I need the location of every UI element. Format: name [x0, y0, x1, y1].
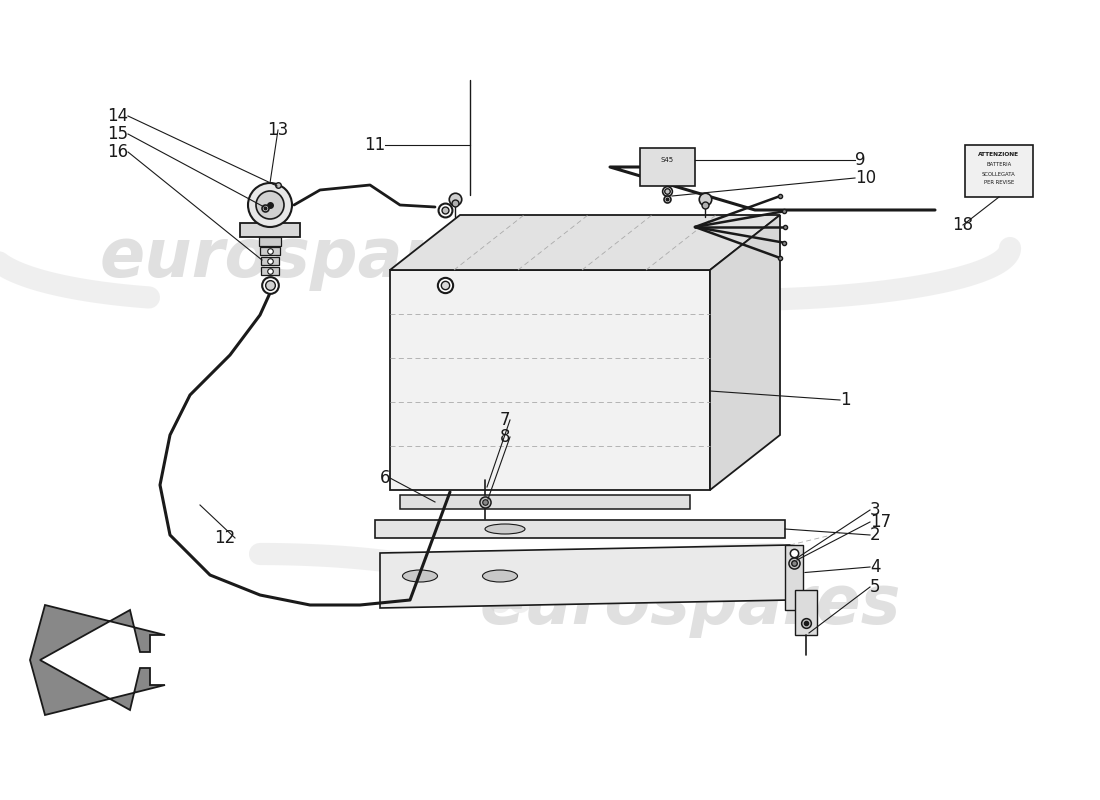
Text: BATTERIA: BATTERIA — [987, 162, 1012, 167]
Text: 17: 17 — [870, 513, 891, 531]
Polygon shape — [795, 590, 817, 635]
Polygon shape — [240, 223, 300, 237]
Text: 9: 9 — [855, 151, 866, 169]
Polygon shape — [785, 545, 803, 610]
Text: 8: 8 — [499, 428, 510, 446]
Polygon shape — [965, 145, 1033, 197]
Polygon shape — [258, 237, 280, 246]
Polygon shape — [710, 215, 780, 490]
Text: 1: 1 — [840, 391, 850, 409]
Text: 16: 16 — [107, 143, 128, 161]
Ellipse shape — [483, 570, 517, 582]
Text: 12: 12 — [213, 529, 235, 547]
Text: eurospares: eurospares — [480, 572, 901, 638]
Text: 4: 4 — [870, 558, 880, 576]
Text: 3: 3 — [870, 501, 881, 519]
Ellipse shape — [485, 524, 525, 534]
Polygon shape — [390, 270, 710, 490]
Polygon shape — [30, 605, 165, 715]
Text: 18: 18 — [953, 216, 974, 234]
Text: SCOLLEGATA: SCOLLEGATA — [982, 171, 1016, 177]
Text: 14: 14 — [107, 107, 128, 125]
Text: 11: 11 — [364, 136, 385, 154]
Polygon shape — [640, 148, 695, 186]
Polygon shape — [390, 215, 780, 270]
Text: 10: 10 — [855, 169, 876, 187]
Text: ATTENZIONE: ATTENZIONE — [978, 153, 1020, 158]
Text: 15: 15 — [107, 125, 128, 143]
Polygon shape — [375, 520, 785, 538]
Polygon shape — [260, 247, 280, 255]
Text: 6: 6 — [379, 469, 390, 487]
Text: eurospares: eurospares — [99, 225, 520, 291]
Text: 13: 13 — [267, 121, 288, 139]
Polygon shape — [261, 257, 279, 265]
Circle shape — [256, 191, 284, 219]
Polygon shape — [261, 267, 279, 275]
Text: 5: 5 — [870, 578, 880, 596]
Text: PER REVISE: PER REVISE — [983, 181, 1014, 186]
Text: 2: 2 — [870, 526, 881, 544]
Circle shape — [248, 183, 292, 227]
Ellipse shape — [403, 570, 438, 582]
Polygon shape — [379, 545, 790, 608]
Text: S45: S45 — [660, 157, 673, 163]
Polygon shape — [400, 495, 690, 509]
Text: 7: 7 — [499, 411, 510, 429]
